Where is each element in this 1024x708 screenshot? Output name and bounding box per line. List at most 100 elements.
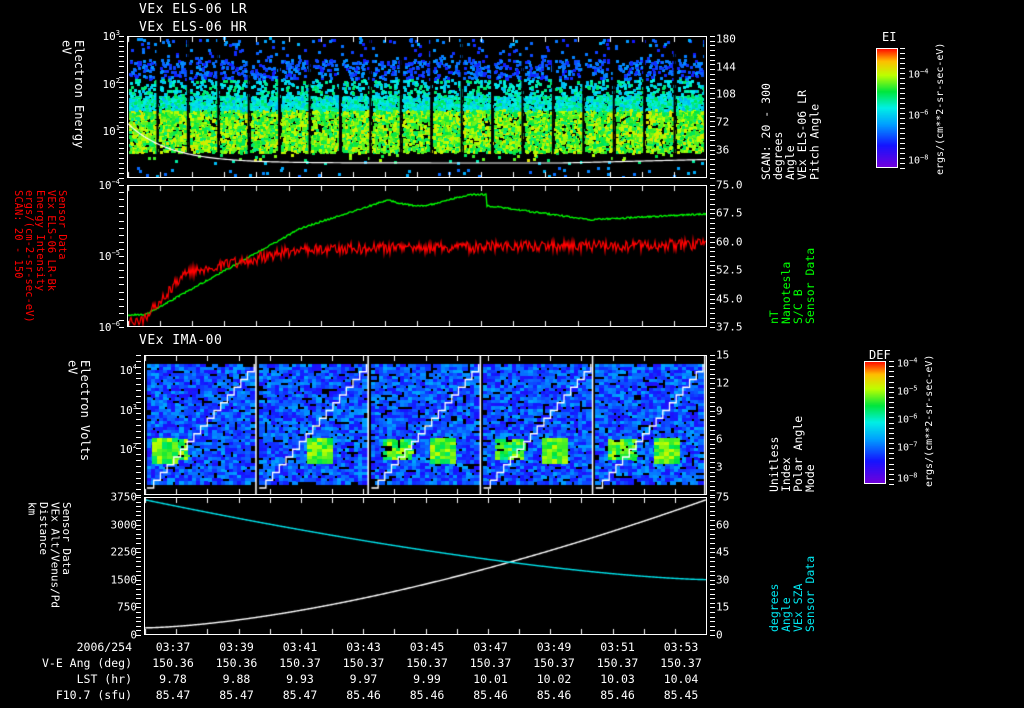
colorbar-minor-tick xyxy=(900,118,905,119)
colorbar-minor-tick xyxy=(900,123,905,124)
table-cell: 03:37 xyxy=(155,640,191,654)
axis-minor-tick xyxy=(136,395,141,397)
table-cell: 03:47 xyxy=(473,640,508,654)
axis-minor-tick xyxy=(119,76,124,78)
panel2-left-axis-line2: VEx ELS-06 LR-Bk xyxy=(45,190,58,292)
tick-label: 30 xyxy=(716,573,730,587)
panel4-plot-area[interactable] xyxy=(144,497,707,635)
table-cell: 10.02 xyxy=(536,672,572,686)
colorbar-minor-tick xyxy=(900,68,905,69)
colorbar-minor-tick xyxy=(900,63,905,64)
colorbar-minor-tick xyxy=(900,93,905,94)
axis-minor-tick xyxy=(710,602,715,604)
axis-minor-tick xyxy=(136,589,141,590)
panel1-colorbar xyxy=(876,48,898,168)
axis-minor-tick xyxy=(710,241,715,243)
axis-minor-tick xyxy=(710,392,715,394)
tick-label: 3750 xyxy=(110,490,138,504)
axis-minor-tick xyxy=(119,56,124,58)
axis-minor-tick xyxy=(710,327,715,328)
axis-minor-tick xyxy=(136,543,141,544)
colorbar-minor-tick xyxy=(900,83,905,84)
panel2-right-axis-line1: Sensor Data xyxy=(803,247,818,324)
axis-minor-tick xyxy=(710,589,715,590)
axis-minor-tick xyxy=(710,383,715,384)
axis-minor-tick xyxy=(710,125,715,127)
tick-label: 60 xyxy=(716,518,730,532)
axis-minor-tick xyxy=(710,50,715,52)
axis-minor-tick xyxy=(710,434,715,436)
colorbar-minor-tick xyxy=(889,437,894,439)
axis-minor-tick xyxy=(710,194,715,196)
table-cell: 85.47 xyxy=(155,688,191,702)
axis-minor-tick xyxy=(710,476,715,478)
panel2-canvas xyxy=(128,186,706,326)
axis-minor-tick xyxy=(119,270,124,272)
axis-minor-tick xyxy=(119,199,124,201)
axis-minor-tick xyxy=(710,448,715,450)
table-cell: 85.47 xyxy=(282,688,318,702)
colorbar-tick-label: 10−8 xyxy=(908,152,929,167)
colorbar-minor-tick xyxy=(889,407,894,409)
colorbar-minor-tick xyxy=(900,163,905,164)
axis-minor-tick xyxy=(710,251,715,253)
tick-label: 3 xyxy=(716,460,723,474)
axis-minor-tick xyxy=(136,489,141,491)
axis-minor-tick xyxy=(119,46,124,48)
axis-minor-tick xyxy=(136,621,141,623)
axis-minor-tick xyxy=(119,167,124,169)
colorbar-tick-label: 10−4 xyxy=(908,67,929,82)
axis-minor-tick xyxy=(136,510,141,512)
axis-minor-tick xyxy=(136,520,141,521)
colorbar-minor-tick xyxy=(889,376,894,378)
tick-label: 36 xyxy=(716,143,730,157)
axis-minor-tick xyxy=(119,142,124,144)
axis-minor-tick xyxy=(710,102,715,104)
axis-minor-tick xyxy=(710,630,715,632)
axis-minor-tick xyxy=(136,425,141,426)
panel1-colorbar-title: EI xyxy=(882,30,897,44)
panel3-plot-area[interactable] xyxy=(144,355,707,495)
axis-minor-tick xyxy=(710,593,715,595)
axis-minor-tick xyxy=(710,378,715,380)
axis-minor-tick xyxy=(710,566,715,567)
tick-label: 103 xyxy=(102,29,120,43)
axis-minor-tick xyxy=(119,41,124,43)
tick-label: 102 xyxy=(119,441,137,456)
axis-minor-tick xyxy=(136,616,141,618)
colorbar-minor-tick xyxy=(889,396,894,398)
table-cell: 85.46 xyxy=(600,688,635,702)
table-cell: 150.37 xyxy=(469,656,512,670)
axis-minor-tick xyxy=(119,241,124,243)
axis-minor-tick xyxy=(710,612,715,613)
tick-label: 104 xyxy=(119,363,137,378)
colorbar-minor-tick xyxy=(900,128,905,129)
axis-minor-tick xyxy=(710,178,715,179)
axis-minor-tick xyxy=(710,538,715,540)
axis-minor-tick xyxy=(710,168,715,170)
axis-minor-tick xyxy=(710,213,715,215)
colorbar-minor-tick xyxy=(889,417,894,419)
axis-minor-tick xyxy=(710,411,715,412)
table-cell: 03:43 xyxy=(346,640,381,654)
tick-label: 15 xyxy=(716,348,730,362)
axis-minor-tick xyxy=(710,303,715,305)
axis-minor-tick xyxy=(119,277,124,279)
panel2-right-tick-labels: 75.0 67.5 60.0 52.5 45.0 37.5 xyxy=(710,179,770,334)
axis-minor-tick xyxy=(710,570,715,572)
axis-minor-tick xyxy=(710,256,715,257)
table-cell: 03:41 xyxy=(282,640,318,654)
table-cell: 10.01 xyxy=(473,672,508,686)
bottom-parameter-table: 2006/254 V-E Ang (deg) LST (hr) F10.7 (sfu)… xyxy=(0,640,1024,708)
axis-minor-tick xyxy=(710,227,715,229)
tick-label: 0 xyxy=(716,628,723,642)
panel1-plot-area[interactable] xyxy=(127,36,707,178)
axis-minor-tick xyxy=(710,439,715,440)
table-cell: 03:45 xyxy=(409,640,445,654)
panel4-left-axis-label: Sensor Data VEx Alt/Venus/Pd Distance km xyxy=(26,502,74,632)
axis-minor-tick xyxy=(119,192,124,194)
axis-minor-tick xyxy=(710,462,715,464)
axis-minor-tick xyxy=(710,598,715,600)
colorbar-minor-tick xyxy=(889,448,894,450)
panel2-plot-area[interactable] xyxy=(127,185,707,327)
